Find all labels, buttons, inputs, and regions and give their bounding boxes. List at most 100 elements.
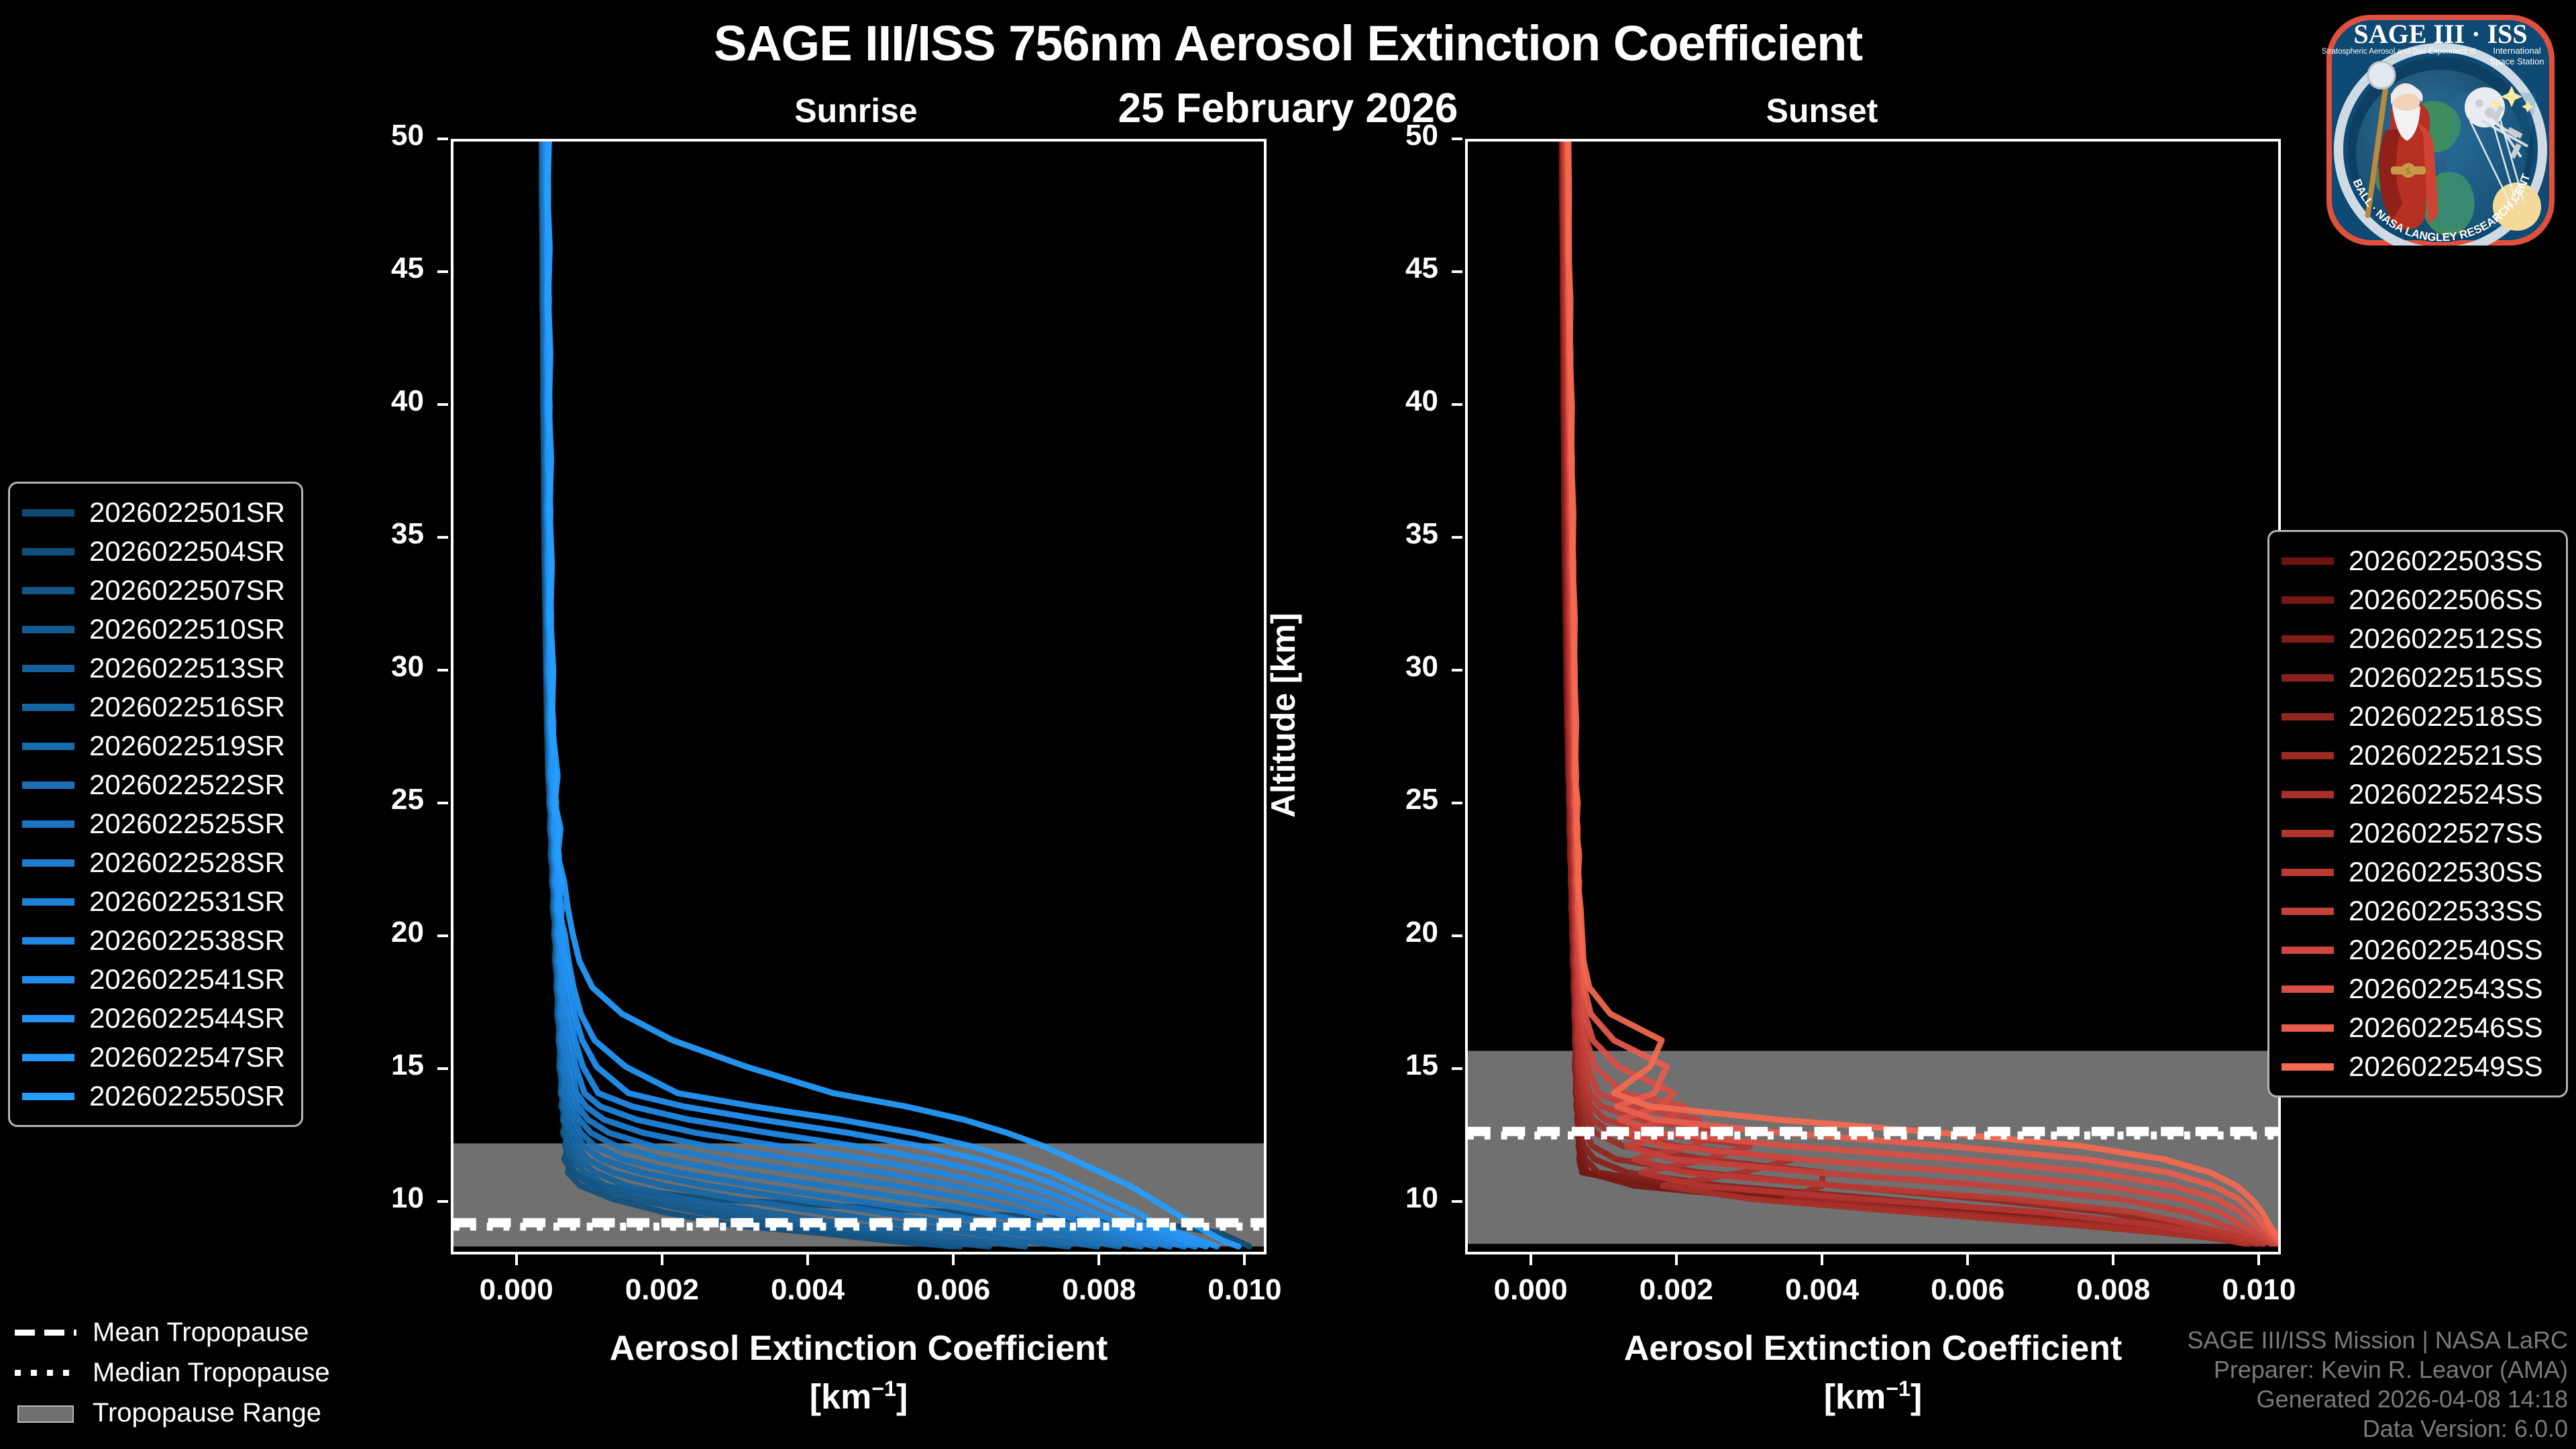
legend-sunrise-item[interactable]: 2026022501SR	[22, 493, 289, 532]
y-tick-label: 15	[1405, 1048, 1438, 1081]
y-tick-label: 45	[1405, 251, 1438, 284]
credits-block: SAGE III/ISS Mission | NASA LaRC Prepare…	[2187, 1326, 2568, 1444]
x-axis-label: Aerosol Extinction Coefficient	[1623, 1329, 2123, 1368]
y-tick-mark	[437, 934, 448, 937]
y-tick-mark	[437, 1199, 448, 1203]
legend-item-label: 2026022546SS	[2349, 1012, 2543, 1043]
legend-sunset-item[interactable]: 2026022515SS	[2282, 658, 2554, 697]
legend-item-label: 2026022510SR	[89, 613, 285, 645]
legend-sunset-item[interactable]: 2026022521SS	[2282, 736, 2554, 775]
legend-color-swatch	[2282, 790, 2334, 798]
credits-line-4: Data Version: 6.0.0	[2362, 1415, 2568, 1443]
legend-sunrise-item[interactable]: 2026022510SR	[22, 610, 289, 649]
y-tick-label: 25	[391, 782, 424, 816]
logo-subtitle-left: Stratospheric Aerosol and Gas Experiment…	[2322, 48, 2476, 56]
x-tick-mark	[952, 1254, 955, 1265]
profile-line	[540, 142, 1101, 1250]
legend-sunrise-item[interactable]: 2026022507SR	[22, 571, 289, 610]
legend-sunrise-item[interactable]: 2026022544SR	[22, 999, 289, 1038]
legend-item-label: 2026022533SS	[2349, 895, 2543, 926]
profile-line	[543, 142, 1210, 1250]
legend-sunrise-item[interactable]: 2026022513SR	[22, 649, 289, 688]
legend-sunset-item[interactable]: 2026022527SS	[2282, 814, 2554, 853]
legend-sunrise-item[interactable]: 2026022528SR	[22, 843, 289, 882]
legend-sunset-item[interactable]: 2026022503SS	[2282, 541, 2554, 580]
legend-sunset-item[interactable]: 2026022543SS	[2282, 969, 2554, 1008]
profile-line	[540, 142, 1072, 1250]
legend-color-swatch	[2282, 751, 2334, 759]
legend-style-glyph	[17, 1405, 74, 1423]
legend-sunset-item[interactable]: 2026022540SS	[2282, 930, 2554, 969]
x-axis-label: Aerosol Extinction Coefficient	[609, 1329, 1108, 1368]
legend-sunset-item[interactable]: 2026022530SS	[2282, 853, 2554, 892]
y-tick-mark	[1452, 270, 1462, 273]
legend-color-swatch	[22, 664, 74, 672]
y-tick-label: 30	[1405, 649, 1438, 683]
legend-sunrise-item[interactable]: 2026022550SR	[22, 1077, 289, 1116]
y-tick-label: 45	[391, 251, 424, 284]
legend-sunset-item[interactable]: 2026022546SS	[2282, 1008, 2554, 1047]
y-tick-mark	[437, 535, 448, 539]
legend-item-label: 2026022504SR	[89, 535, 285, 567]
svg-text:S: S	[2406, 166, 2410, 176]
legend-sunrise-item[interactable]: 2026022531SR	[22, 882, 289, 921]
date-subtitle: 25 February 2026	[1118, 85, 1458, 131]
legend-color-swatch	[22, 508, 74, 517]
legend-tropopause-item: Mean Tropopause	[15, 1312, 377, 1352]
legend-item-label: 2026022525SR	[89, 808, 285, 839]
profile-line	[541, 142, 1144, 1250]
legend-sunrise-item[interactable]: 2026022516SR	[22, 688, 289, 727]
legend-sunset-item[interactable]: 2026022533SS	[2282, 892, 2554, 930]
legend-sunset-item[interactable]: 2026022524SS	[2282, 775, 2554, 814]
legend-sunrise-item[interactable]: 2026022525SR	[22, 804, 289, 843]
x-tick-mark	[660, 1254, 663, 1265]
legend-color-swatch	[2282, 712, 2334, 720]
y-tick-mark	[1452, 138, 1462, 140]
legend-sunrise-item[interactable]: 2026022547SR	[22, 1038, 289, 1077]
credits-line-1: SAGE III/ISS Mission | NASA LaRC	[2187, 1326, 2568, 1354]
y-tick-mark	[437, 402, 448, 406]
y-tick-label: 50	[1405, 119, 1438, 152]
legend-sunrise-item[interactable]: 2026022522SR	[22, 765, 289, 804]
legend-sunset-item[interactable]: 2026022506SS	[2282, 580, 2554, 619]
legend-style-glyph	[15, 1330, 76, 1336]
legend-sunrise[interactable]: 2026022501SR 2026022504SR 2026022507SR 2026…	[8, 482, 303, 1127]
x-axis-unit-label: [km−1]	[1823, 1377, 1923, 1417]
legend-item-label: 2026022516SR	[89, 691, 285, 722]
y-tick-label: 50	[391, 119, 424, 152]
profile-line	[544, 142, 1242, 1250]
y-tick-mark	[1452, 801, 1462, 804]
legend-item-label: 2026022519SR	[89, 730, 285, 761]
sunrise-panel-label: Sunrise	[794, 92, 918, 129]
legend-sunrise-item[interactable]: 2026022538SR	[22, 921, 289, 960]
y-tick-label: 25	[1405, 782, 1438, 816]
legend-item-label: 2026022538SR	[89, 924, 285, 956]
legend-color-swatch	[22, 1092, 74, 1100]
legend-sunrise-item[interactable]: 2026022519SR	[22, 727, 289, 765]
y-tick-label: 10	[391, 1181, 424, 1214]
legend-item-label: 2026022543SS	[2349, 973, 2543, 1004]
x-tick-label: 0.010	[2222, 1273, 2296, 1306]
profile-line	[539, 142, 956, 1250]
credits-line-2: Preparer: Kevin R. Leavor (AMA)	[2213, 1356, 2568, 1384]
legend-color-swatch	[2282, 1063, 2334, 1071]
x-tick-label: 0.008	[1062, 1273, 1136, 1306]
x-tick-mark	[2112, 1254, 2115, 1265]
legend-sunrise-item[interactable]: 2026022541SR	[22, 960, 289, 999]
legend-item-label: 2026022512SS	[2349, 623, 2543, 654]
y-tick-label: 35	[391, 517, 424, 550]
legend-sunset-item[interactable]: 2026022512SS	[2282, 619, 2554, 658]
credits-line-3: Generated 2026-04-08 14:18	[2256, 1385, 2568, 1413]
legend-sunset-item[interactable]: 2026022549SS	[2282, 1047, 2554, 1086]
legend-tropopause: Mean Tropopause Median Tropopause Tropopau…	[15, 1312, 377, 1433]
legend-sunrise-item[interactable]: 2026022504SR	[22, 532, 289, 571]
x-tick-label: 0.004	[770, 1273, 845, 1306]
y-tick-mark	[1452, 1199, 1462, 1203]
x-axis-unit-label: [km−1]	[809, 1377, 908, 1417]
legend-sunset-item[interactable]: 2026022518SS	[2282, 697, 2554, 736]
legend-item-label: 2026022507SR	[89, 574, 285, 606]
legend-style-swatch	[15, 1324, 76, 1341]
legend-sunset[interactable]: 2026022503SS 2026022506SS 2026022512SS 2026…	[2267, 530, 2568, 1097]
profile-line	[541, 142, 1122, 1250]
y-tick-mark	[1452, 402, 1462, 406]
